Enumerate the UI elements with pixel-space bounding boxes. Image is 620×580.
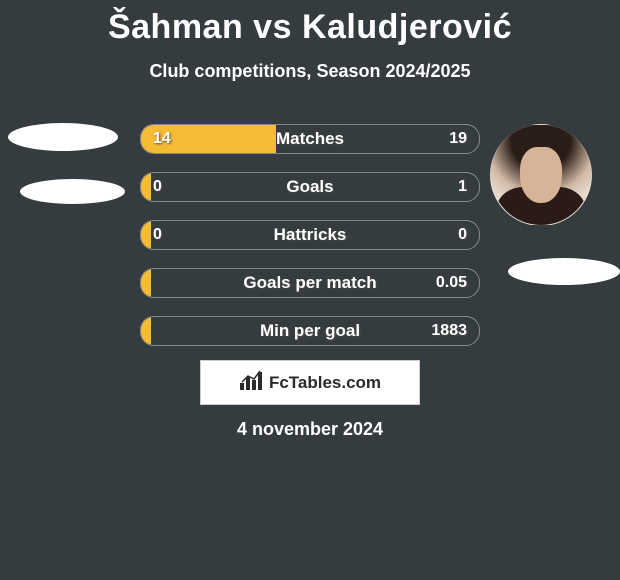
- brand-badge[interactable]: FcTables.com: [200, 360, 420, 405]
- row-label: Min per goal: [141, 317, 479, 345]
- row-value-right: 0.05: [436, 269, 467, 297]
- page-title: Šahman vs Kaludjerović: [0, 0, 620, 47]
- comparison-rows: 14 Matches 19 0 Goals 1 0 Hattricks 0 Go…: [140, 124, 480, 364]
- row-value-right: 1883: [431, 317, 467, 345]
- date-text: 4 november 2024: [0, 419, 620, 440]
- row-value-right: 0: [458, 221, 467, 249]
- row-fill: [141, 317, 151, 345]
- row-goals-per-match: Goals per match 0.05: [140, 268, 480, 298]
- right-name-placeholder: [508, 258, 620, 285]
- left-avatar-placeholder-1: [8, 123, 118, 151]
- bar-chart-icon: [239, 369, 269, 396]
- row-value-right: 1: [458, 173, 467, 201]
- row-fill: [141, 125, 276, 153]
- row-label: Goals per match: [141, 269, 479, 297]
- row-matches: 14 Matches 19: [140, 124, 480, 154]
- row-fill: [141, 173, 151, 201]
- row-goals: 0 Goals 1: [140, 172, 480, 202]
- footer: FcTables.com 4 november 2024: [0, 352, 620, 440]
- row-label: Goals: [141, 173, 479, 201]
- row-fill: [141, 269, 151, 297]
- comparison-card: Šahman vs Kaludjerović Club competitions…: [0, 0, 620, 580]
- row-value-right: 19: [449, 125, 467, 153]
- brand-text: FcTables.com: [269, 373, 381, 393]
- right-player-avatar: [490, 124, 592, 226]
- row-label: Hattricks: [141, 221, 479, 249]
- row-fill: [141, 221, 151, 249]
- row-hattricks: 0 Hattricks 0: [140, 220, 480, 250]
- row-min-per-goal: Min per goal 1883: [140, 316, 480, 346]
- row-value-left: 0: [153, 173, 162, 201]
- page-subtitle: Club competitions, Season 2024/2025: [0, 61, 620, 82]
- left-avatar-placeholder-2: [20, 179, 125, 204]
- row-value-left: 0: [153, 221, 162, 249]
